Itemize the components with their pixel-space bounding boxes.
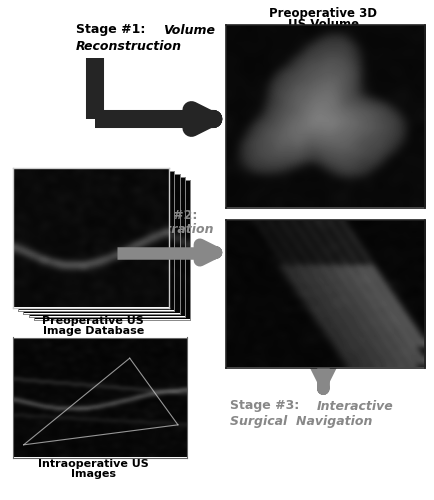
Text: Stage #2:: Stage #2:: [128, 208, 197, 222]
Text: Stage #1:: Stage #1:: [76, 24, 150, 36]
Text: Volume: Volume: [163, 24, 215, 36]
Text: Image Database: Image Database: [43, 326, 144, 336]
Text: Registration: Registration: [128, 224, 214, 236]
Text: Preoperative 3D: Preoperative 3D: [270, 8, 377, 20]
Text: Intraoperative US: Intraoperative US: [38, 459, 149, 469]
Text: Stage #3:: Stage #3:: [230, 400, 304, 412]
Text: Surgical  Navigation: Surgical Navigation: [230, 414, 372, 428]
Text: US Volume: US Volume: [288, 18, 359, 30]
Text: Images: Images: [71, 469, 116, 479]
Text: Preoperative US: Preoperative US: [43, 316, 144, 326]
Text: Reconstruction: Reconstruction: [76, 40, 182, 52]
Text: Interactive: Interactive: [317, 400, 394, 412]
